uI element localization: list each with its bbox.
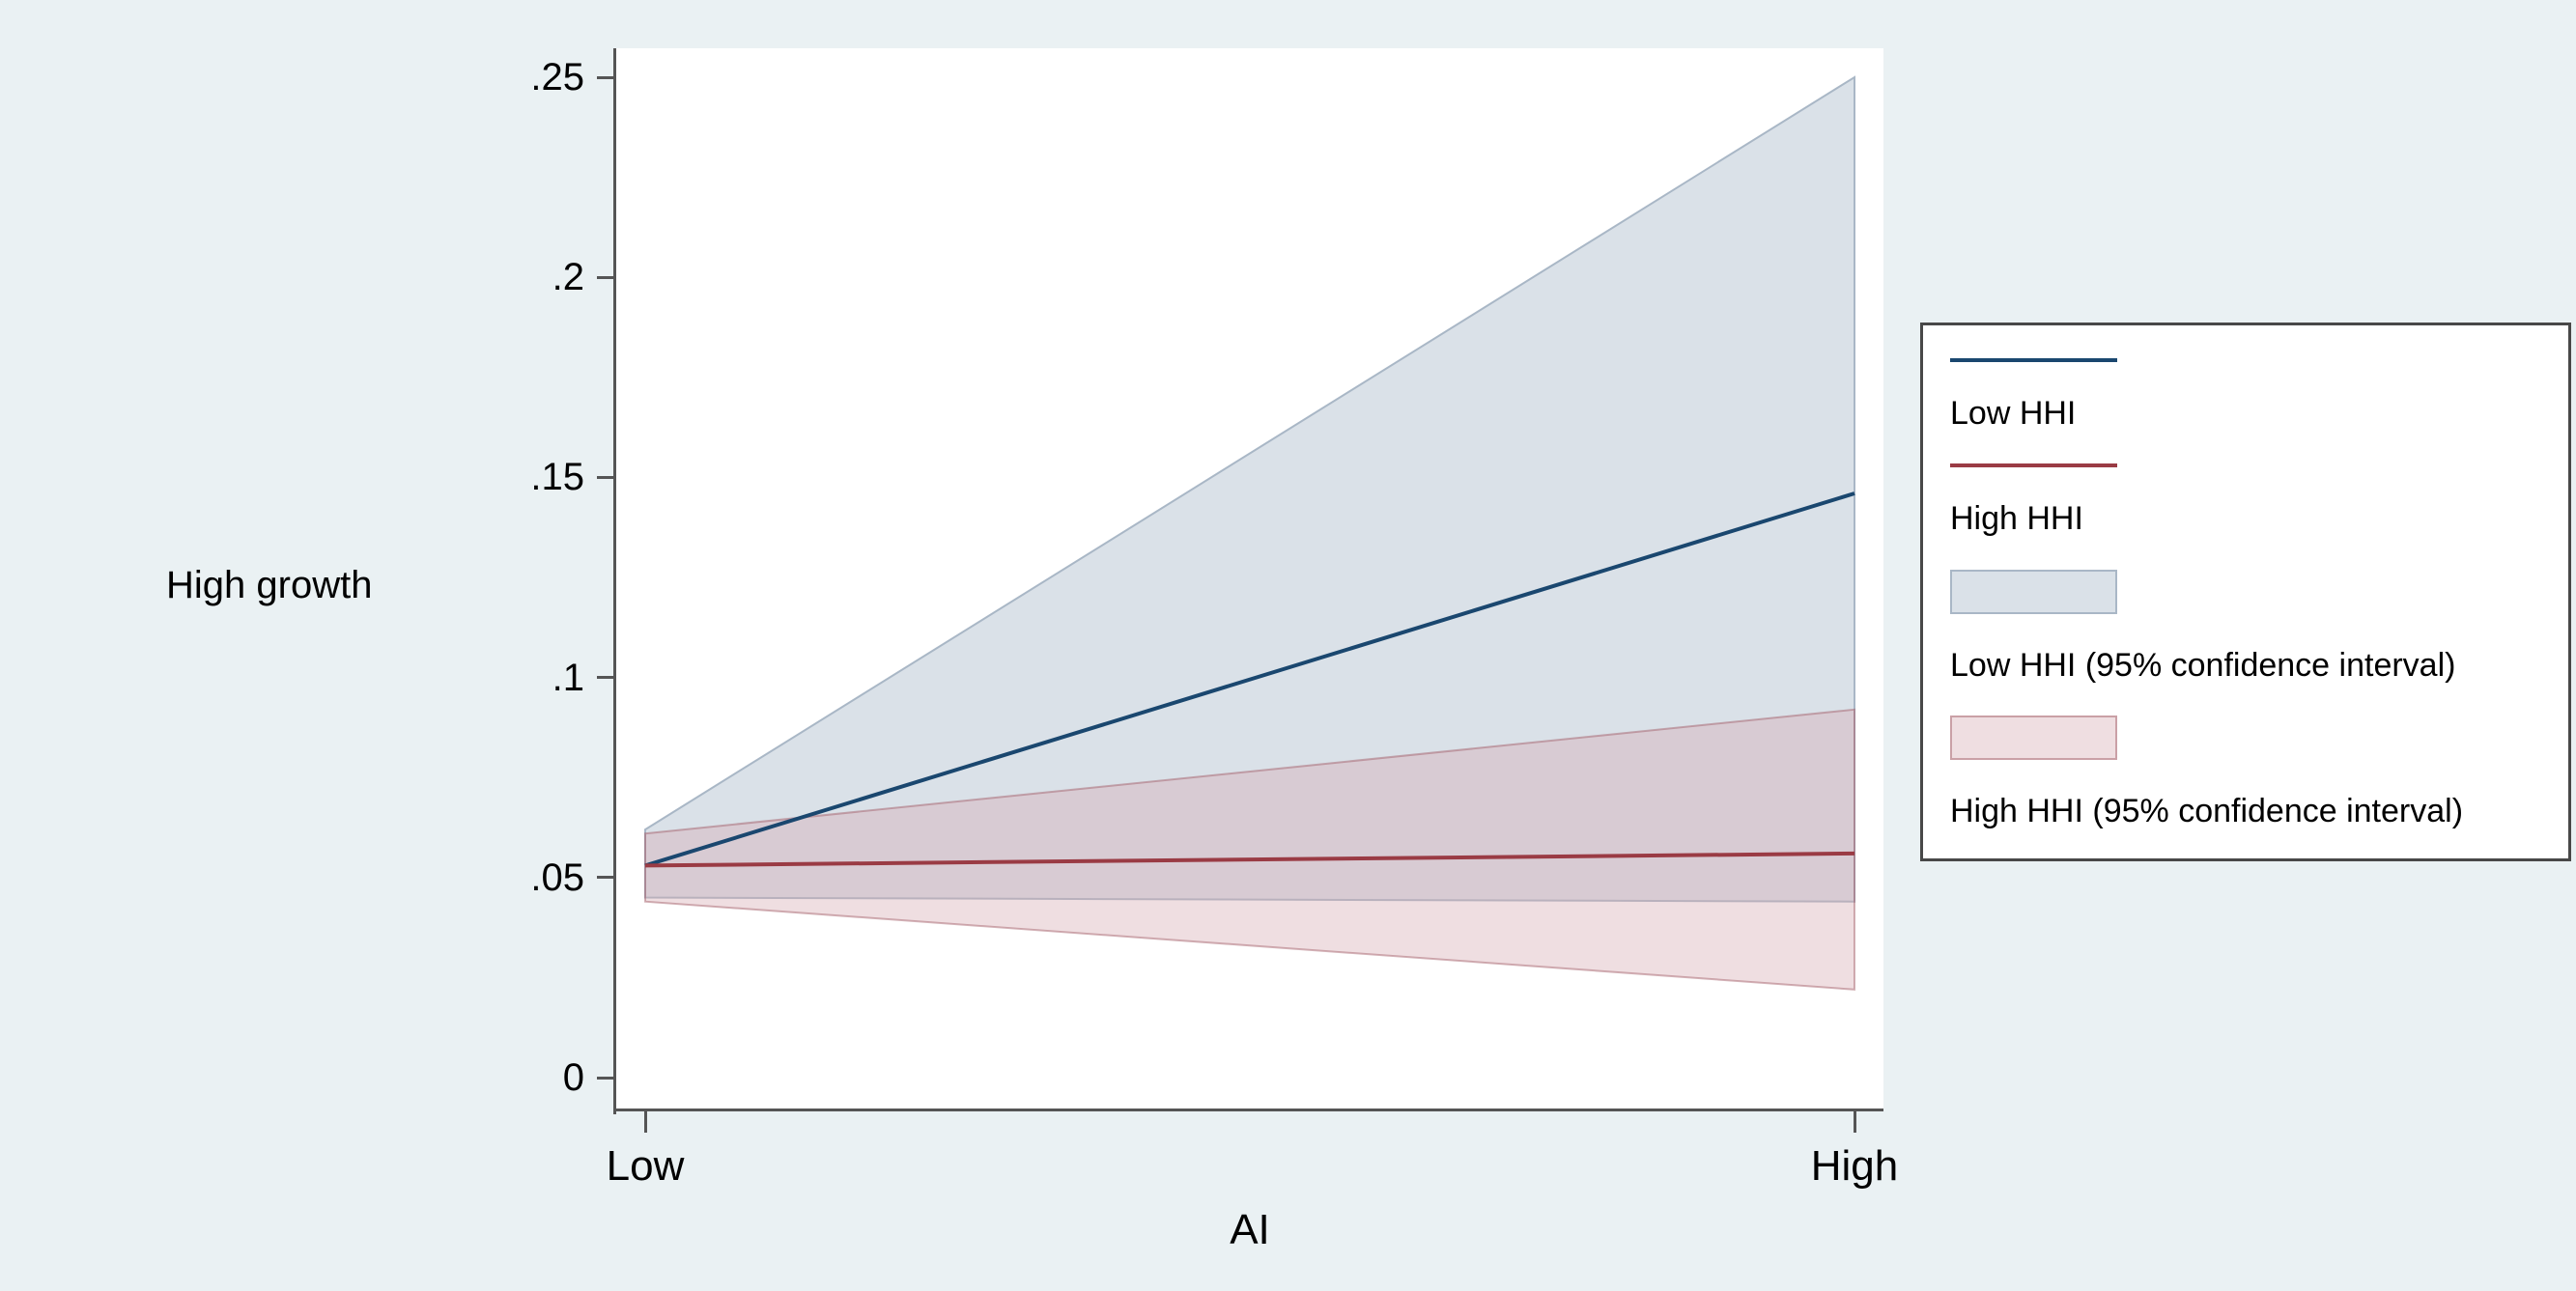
ci-band-high-hhi (644, 708, 1855, 991)
x-tick-label: High (1810, 1142, 1899, 1190)
y-tick-mark (597, 876, 613, 880)
x-axis-line (613, 1109, 1883, 1111)
legend-label-high-hhi-ci: High HHI (95% confidence interval) (1950, 792, 2464, 829)
y-tick-mark (597, 275, 613, 279)
y-tick-label: 0 (562, 1056, 584, 1099)
y-tick-label: .15 (530, 456, 584, 499)
y-tick-mark (597, 676, 613, 680)
trend-line-low-hhi (644, 491, 1855, 868)
legend-band-swatch-low-hhi-ci (1950, 569, 2117, 614)
legend-band-swatch-high-hhi-ci (1950, 716, 2117, 761)
plot-area (616, 48, 1883, 1111)
trend-line-high-hhi (644, 851, 1855, 868)
x-tick-label: Low (606, 1142, 685, 1190)
x-tick-mark (643, 1111, 647, 1133)
y-tick-mark (597, 75, 613, 79)
chart-svg (644, 75, 1855, 991)
y-axis-line (613, 48, 616, 1114)
y-tick-label: .05 (530, 856, 584, 899)
legend-label-low-hhi: Low HHI (1950, 394, 2077, 432)
legend-line-swatch-low-hhi (1950, 358, 2117, 362)
ci-band-low-hhi (644, 75, 1855, 903)
y-tick-label: .1 (552, 656, 584, 699)
legend-line-swatch-high-hhi (1950, 463, 2117, 468)
y-axis-title: High growth (166, 564, 373, 606)
x-axis-title: AI (1230, 1206, 1270, 1253)
y-tick-label: .2 (552, 256, 584, 299)
x-tick-mark (1853, 1111, 1856, 1133)
legend-label-low-hhi-ci: Low HHI (95% confidence interval) (1950, 646, 2456, 684)
legend-label-high-hhi: High HHI (1950, 500, 2083, 538)
y-tick-mark (597, 1076, 613, 1080)
legend: Low HHI High HHI Low HHI (95% confidence… (1920, 323, 2571, 861)
y-tick-label: .25 (530, 56, 584, 98)
y-tick-mark (597, 475, 613, 479)
